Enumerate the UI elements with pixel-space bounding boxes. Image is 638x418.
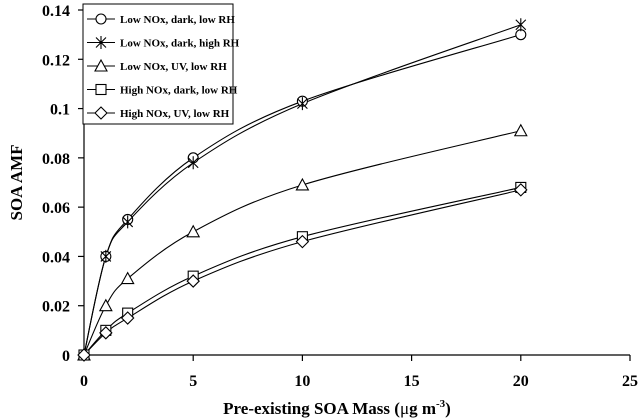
y-axis-ticks: 0 0.02 0.04 0.06 0.08 0.1 0.12 0.14 [42, 3, 84, 365]
x-tick-label: 15 [404, 373, 420, 390]
legend-label-5: High NOx, UV, low RH [120, 108, 230, 120]
y-tick-label: 0.12 [42, 52, 70, 69]
legend-items: Low NOx, dark, low RH Low NOx, dark, high… [87, 13, 240, 120]
series-line-4 [83, 186, 521, 356]
y-axis-title: SOA AMF [7, 144, 26, 220]
y-tick-label: 0.02 [42, 299, 70, 316]
legend-marker-1 [95, 13, 107, 25]
legend-label-2: Low NOx, dark, high RH [120, 38, 240, 50]
data-point-series-5 [99, 326, 113, 340]
x-axis-title-mu: μ [400, 399, 409, 418]
x-tick-label: 20 [513, 373, 529, 390]
data-point-series-2 [515, 18, 527, 32]
data-point-series-2 [100, 249, 112, 263]
x-tick-label: 25 [622, 373, 638, 390]
legend-label-3: Low NOx, UV, low RH [120, 61, 227, 73]
x-axis-title-unit: g m [409, 399, 436, 418]
data-point-series-3 [186, 224, 201, 238]
x-axis-title-main: Pre-existing SOA Mass ( [223, 399, 400, 418]
x-tick-label: 0 [80, 373, 88, 390]
x-tick-label: 5 [189, 373, 197, 390]
legend-marker-4 [95, 83, 107, 96]
x-tick-label: 10 [294, 373, 310, 390]
data-point-series-3 [513, 123, 528, 137]
data-point-series-2 [187, 156, 199, 170]
x-axis-title: Pre-existing SOA Mass (μg m-3) [223, 398, 451, 418]
legend-marker-5 [94, 106, 108, 120]
series-markers [77, 18, 528, 362]
series-line-2 [83, 24, 521, 356]
data-point-series-5 [186, 274, 200, 288]
x-axis-title-sup: -3 [436, 398, 446, 410]
legend-label-1: Low NOx, dark, low RH [120, 14, 235, 26]
y-tick-label: 0 [62, 348, 70, 365]
legend-marker-3 [94, 58, 108, 72]
data-point-series-3 [98, 298, 113, 312]
data-point-series-5 [120, 311, 135, 325]
y-tick-label: 0.04 [42, 249, 70, 266]
y-tick-label: 0.1 [50, 102, 70, 119]
data-point-series-3 [120, 271, 135, 285]
series-line-5 [83, 189, 521, 356]
y-tick-label: 0.14 [42, 3, 70, 20]
data-point-series-2 [122, 215, 134, 229]
y-tick-label: 0.08 [42, 151, 70, 168]
legend-marker-2 [95, 36, 107, 49]
data-point-series-2 [297, 97, 308, 111]
data-point-series-5 [514, 183, 528, 197]
data-point-series-3 [295, 177, 310, 191]
legend: Low NOx, dark, low RH Low NOx, dark, high… [82, 3, 240, 125]
data-point-series-5 [295, 234, 310, 249]
x-axis-title-close: ) [445, 399, 451, 418]
y-tick-label: 0.06 [42, 200, 70, 217]
legend-box [82, 3, 234, 125]
x-axis-ticks: 0 5 10 15 20 25 [80, 355, 638, 390]
legend-label-4: High NOx, dark, low RH [120, 85, 238, 97]
data-point-series-5 [77, 348, 91, 362]
